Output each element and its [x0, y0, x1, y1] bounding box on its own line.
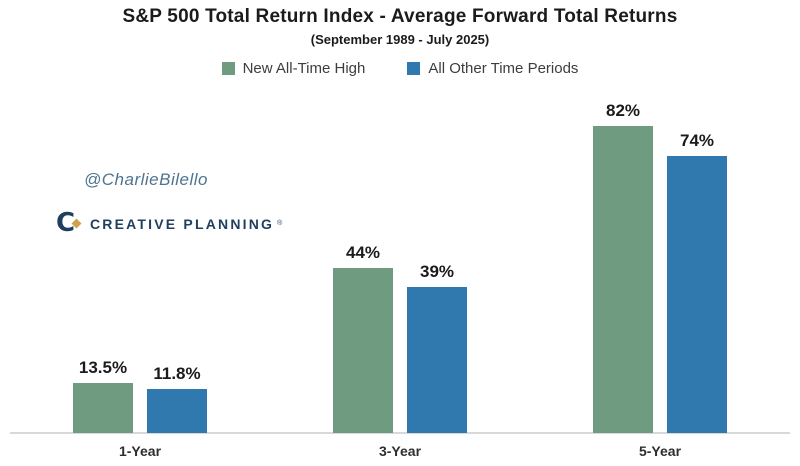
creative-planning-logo-icon: C	[56, 208, 82, 238]
logo-letter-c: C	[56, 208, 76, 238]
bar-new-all-time-high-1-year	[73, 382, 133, 433]
bar-value-label-all-other-time-periods-1-year: 11.8%	[153, 363, 201, 383]
bar-value-label-new-all-time-high-5-year: 82%	[605, 101, 641, 121]
chart-subtitle: (September 1989 - July 2025)	[310, 32, 490, 47]
bar-new-all-time-high-3-year	[333, 268, 393, 433]
creative-planning-logo: C CREATIVE PLANNING ®	[56, 210, 282, 237]
bar-value-label-all-other-time-periods-3-year: 39%	[419, 262, 455, 282]
legend-swatch-icon	[407, 62, 421, 75]
bar-all-other-time-periods-3-year	[407, 287, 467, 433]
category-label-3-year: 3-Year	[378, 443, 422, 459]
logo-trademark: ®	[277, 220, 283, 227]
bar-all-other-time-periods-1-year	[147, 388, 207, 433]
bar-new-all-time-high-5-year	[593, 126, 653, 433]
legend-label: All Other Time Periods	[428, 60, 579, 77]
bar-all-other-time-periods-5-year	[667, 156, 727, 433]
watermark-handle: @CharlieBilello	[84, 170, 208, 189]
category-label-1-year: 1-Year	[118, 443, 162, 459]
chart-title: S&P 500 Total Return Index - Average For…	[122, 6, 678, 27]
legend-item-new-all-time-high: New All-Time High	[221, 60, 366, 77]
bar-value-label-new-all-time-high-1-year: 13.5%	[78, 357, 128, 377]
x-axis-line	[10, 432, 790, 434]
legend-swatch-icon	[221, 62, 235, 75]
bar-value-label-all-other-time-periods-5-year: 74%	[679, 131, 715, 151]
legend-label: New All-Time High	[242, 60, 366, 77]
legend: New All-Time High All Other Time Periods	[0, 60, 800, 77]
logo-text: CREATIVE PLANNING	[90, 215, 275, 232]
category-label-5-year: 5-Year	[638, 443, 682, 459]
legend-item-all-other-time-periods: All Other Time Periods	[407, 60, 578, 77]
bar-value-label-new-all-time-high-3-year: 44%	[345, 243, 381, 263]
